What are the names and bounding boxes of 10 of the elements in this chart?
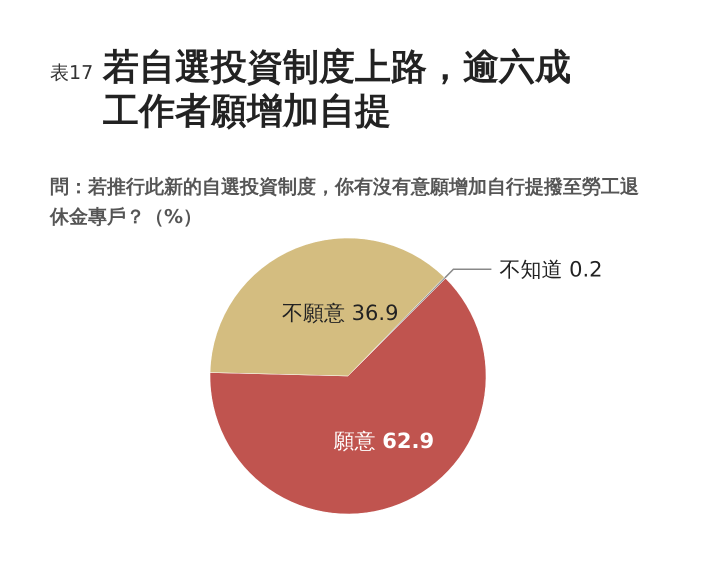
chart-subtitle: 問：若推行此新的自選投資制度，你有沒有意願增加自行提撥至勞工退休金專戶？（%） (49, 176, 639, 228)
data-label: 0.2 (569, 257, 602, 282)
chart-title: 若自選投資制度上路，逾六成工作者願增加自提 (102, 47, 571, 132)
text: 表17 (50, 62, 94, 84)
data-label: 36.9 (352, 301, 398, 326)
slice-label: 不知道 (499, 257, 570, 282)
slice-label: 不願意 (282, 301, 352, 326)
slice: 不願意 36.9 (210, 238, 445, 376)
data-label: 62.9 (382, 429, 434, 454)
slice-label: 願意 (334, 429, 382, 454)
